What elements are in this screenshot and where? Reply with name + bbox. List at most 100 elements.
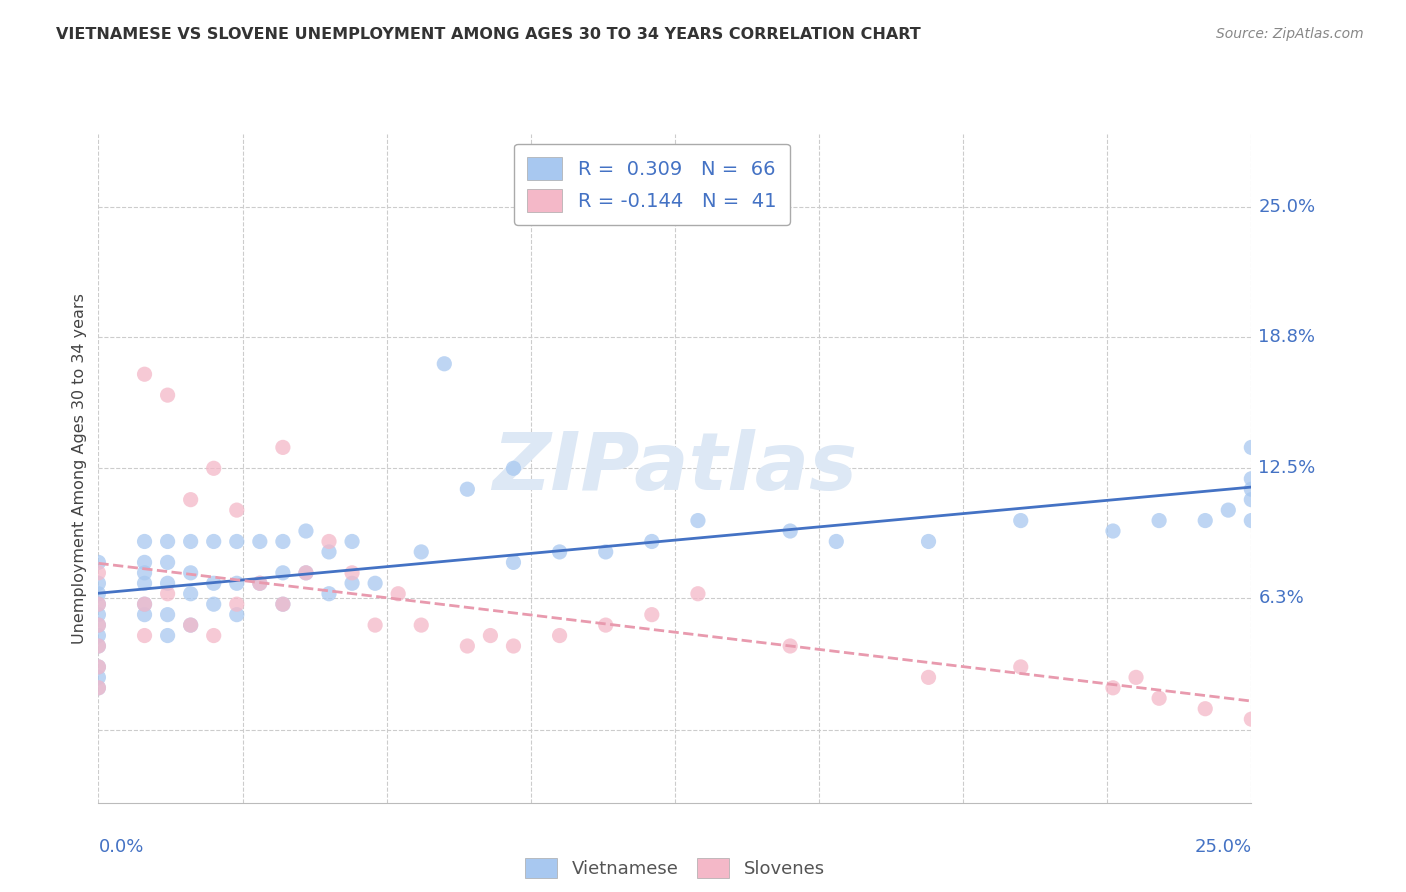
Point (1240, 482, 1263, 496)
Point (917, 534, 939, 549)
Point (87, 566, 110, 580)
Point (180, 618, 202, 632)
Point (271, 441, 294, 455)
Point (87, 555, 110, 569)
Point (456, 482, 478, 496)
Point (87, 576, 110, 591)
Point (1010, 660, 1032, 674)
Point (340, 576, 363, 591)
Point (134, 597, 156, 611)
Point (595, 545, 617, 559)
Point (87, 587, 110, 601)
Point (1218, 503, 1240, 517)
Point (340, 566, 363, 580)
Point (271, 534, 294, 549)
Point (1240, 712, 1263, 726)
Point (87, 681, 110, 695)
Point (1102, 681, 1125, 695)
Point (202, 534, 225, 549)
Point (411, 545, 433, 559)
Point (387, 587, 409, 601)
Point (225, 534, 247, 549)
Point (87, 660, 110, 674)
Point (641, 534, 664, 549)
Point (1240, 514, 1263, 528)
Point (87, 607, 110, 622)
Text: ZIPatlas: ZIPatlas (492, 429, 858, 508)
Point (271, 566, 294, 580)
Point (156, 607, 179, 622)
Point (1125, 670, 1147, 684)
Point (202, 576, 225, 591)
Point (156, 587, 179, 601)
Point (295, 566, 318, 580)
Point (1240, 472, 1263, 486)
Point (318, 545, 340, 559)
Point (502, 555, 524, 569)
Point (134, 576, 156, 591)
Point (318, 534, 340, 549)
Point (156, 388, 179, 402)
Point (295, 524, 318, 538)
Point (456, 639, 478, 653)
Point (134, 566, 156, 580)
Text: 12.5%: 12.5% (1258, 459, 1316, 477)
Point (249, 534, 271, 549)
Point (180, 534, 202, 549)
Point (479, 628, 502, 642)
Point (595, 618, 617, 632)
Point (87, 618, 110, 632)
Point (641, 607, 664, 622)
Point (156, 576, 179, 591)
Point (1147, 691, 1170, 706)
Point (134, 628, 156, 642)
Point (156, 534, 179, 549)
Point (87, 639, 110, 653)
Point (1147, 514, 1170, 528)
Point (87, 597, 110, 611)
Point (180, 566, 202, 580)
Text: 25.0%: 25.0% (1194, 838, 1251, 856)
Point (202, 461, 225, 475)
Point (87, 660, 110, 674)
Text: Source: ZipAtlas.com: Source: ZipAtlas.com (1216, 27, 1364, 41)
Point (825, 534, 848, 549)
Text: 6.3%: 6.3% (1258, 589, 1305, 607)
Point (779, 524, 801, 538)
Point (411, 618, 433, 632)
Point (295, 566, 318, 580)
Point (686, 514, 709, 528)
Point (548, 628, 571, 642)
Point (134, 368, 156, 382)
Point (779, 639, 801, 653)
Point (364, 618, 387, 632)
Point (686, 587, 709, 601)
Point (1194, 514, 1216, 528)
Point (134, 555, 156, 569)
Point (87, 670, 110, 684)
Point (87, 639, 110, 653)
Point (318, 587, 340, 601)
Point (180, 492, 202, 507)
Point (340, 534, 363, 549)
Point (87, 597, 110, 611)
Point (502, 639, 524, 653)
Text: VIETNAMESE VS SLOVENE UNEMPLOYMENT AMONG AGES 30 TO 34 YEARS CORRELATION CHART: VIETNAMESE VS SLOVENE UNEMPLOYMENT AMONG… (56, 27, 921, 42)
Point (249, 576, 271, 591)
Point (87, 618, 110, 632)
Point (271, 597, 294, 611)
Point (433, 357, 456, 371)
Point (249, 576, 271, 591)
Point (202, 597, 225, 611)
Point (225, 576, 247, 591)
Text: 25.0%: 25.0% (1258, 198, 1316, 216)
Point (271, 597, 294, 611)
Point (156, 555, 179, 569)
Point (1240, 492, 1263, 507)
Point (364, 576, 387, 591)
Point (225, 597, 247, 611)
Point (225, 503, 247, 517)
Text: 18.8%: 18.8% (1258, 327, 1316, 345)
Point (225, 607, 247, 622)
Point (134, 607, 156, 622)
